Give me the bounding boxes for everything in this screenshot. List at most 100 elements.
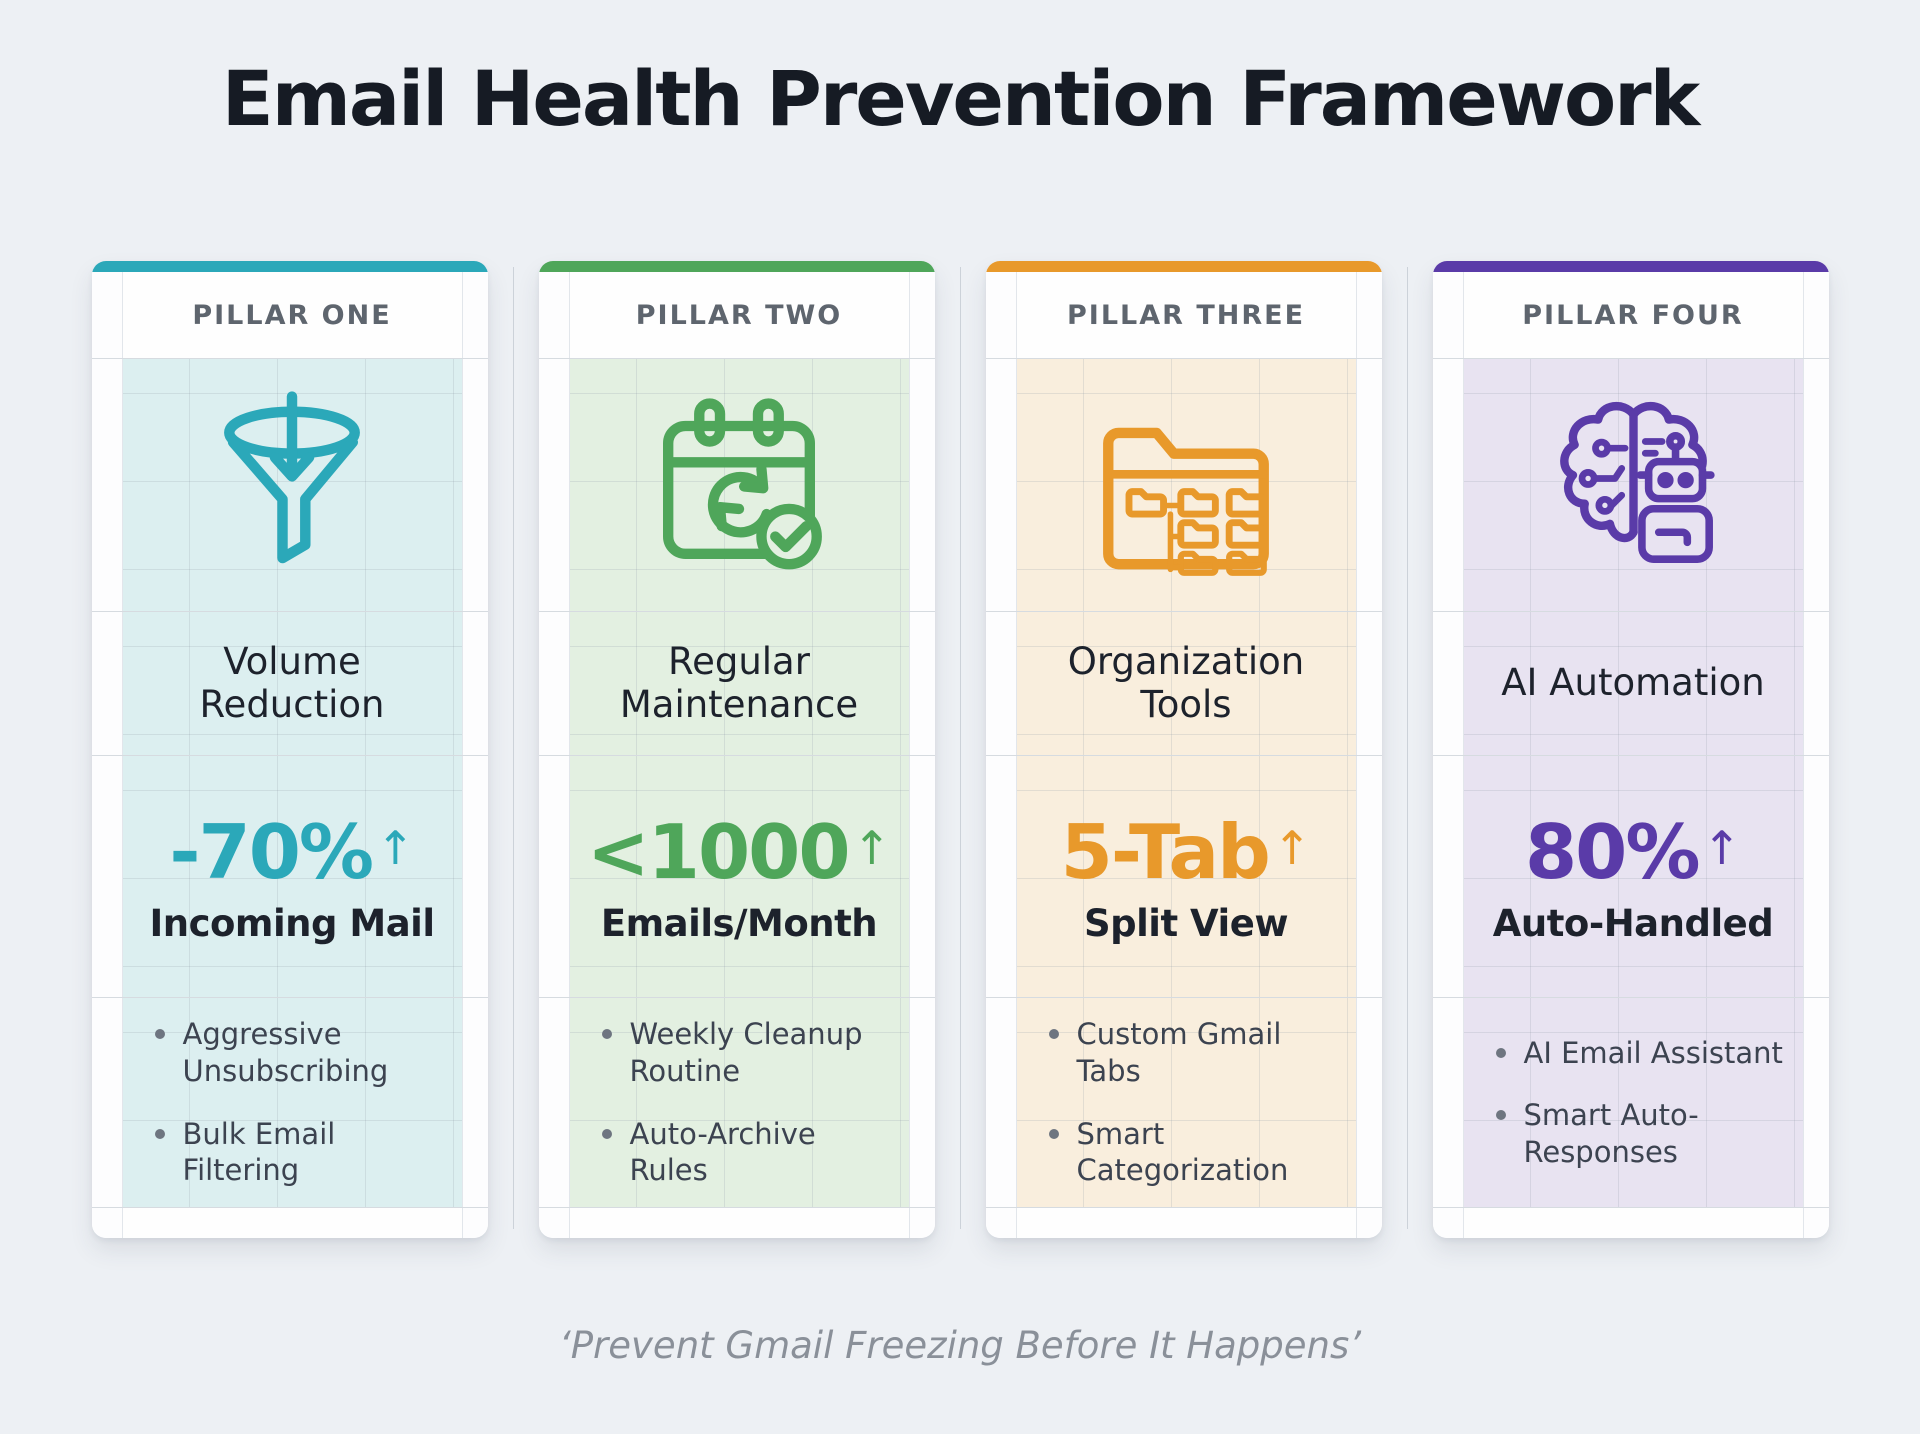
card-gutter [1432, 612, 1464, 755]
card-gutter [91, 756, 123, 997]
pillar-label: PILLAR THREE [1066, 299, 1306, 331]
card-gutter [1355, 756, 1382, 997]
card-gutter [1432, 756, 1464, 997]
card-title: Organization Tools [1067, 639, 1305, 726]
card-bullets-section: Aggressive Unsubscribing Bulk Email Filt… [91, 997, 488, 1207]
card-gutter [985, 612, 1017, 755]
pillar-label: PILLAR FOUR [1522, 299, 1744, 331]
card-gutter [908, 756, 935, 997]
pillar-label: PILLAR TWO [635, 299, 843, 331]
card-bullets-section: AI Email Assistant Smart Auto-Responses [1432, 997, 1829, 1207]
card-accent-bar [985, 261, 1382, 272]
card-gutter [985, 359, 1017, 611]
card-title-section: Regular Maintenance [538, 611, 935, 755]
up-arrow-icon: ↑ [1272, 821, 1312, 875]
card-gutter [538, 756, 570, 997]
folder-tree-icon [1091, 388, 1281, 582]
card-title-section: Volume Reduction [91, 611, 488, 755]
card-accent-bar [91, 261, 488, 272]
card-gutter [461, 756, 488, 997]
card-gutter [461, 998, 488, 1207]
card-gutter [908, 1208, 935, 1238]
card-gutter [1802, 359, 1829, 611]
bullet-item: Aggressive Unsubscribing [151, 1016, 452, 1089]
up-arrow-icon: ↑ [376, 821, 415, 875]
card-gutter [91, 272, 123, 358]
bullet-item: Smart Categorization [1045, 1116, 1346, 1189]
card-gutter [1802, 998, 1829, 1207]
stat-value: -70% [169, 808, 374, 896]
stat-value: <1000 [586, 808, 851, 896]
card-gutter [908, 272, 935, 358]
card-footer-strip [538, 1207, 935, 1238]
card-divider [959, 267, 961, 1229]
card-title: Volume Reduction [199, 639, 385, 726]
card-gutter [1355, 612, 1382, 755]
card-header: PILLAR THREE [985, 272, 1382, 358]
card-stat-section: <1000↑ Emails/Month [538, 755, 935, 997]
pillar-cards-row: PILLAR ONE Volume Reduction [0, 261, 1920, 1238]
card-gutter [1355, 1208, 1382, 1238]
card-gutter [1802, 612, 1829, 755]
funnel-icon [197, 383, 387, 587]
card-gutter [1432, 998, 1464, 1207]
card-title-section: AI Automation [1432, 611, 1829, 755]
card-stat-section: -70%↑ Incoming Mail [91, 755, 488, 997]
card-gutter [538, 1208, 570, 1238]
page-title: Email Health Prevention Framework [221, 54, 1700, 143]
card-footer-strip [1432, 1207, 1829, 1238]
card-gutter [91, 612, 123, 755]
card-divider [512, 267, 514, 1229]
stat-label: Auto-Handled [1492, 902, 1774, 945]
card-bullets-section: Custom Gmail Tabs Smart Categorization [985, 997, 1382, 1207]
card-header: PILLAR ONE [91, 272, 488, 358]
stat-label: Incoming Mail [149, 902, 435, 945]
card-stat-section: 80%↑ Auto-Handled [1432, 755, 1829, 997]
card-footer-strip [91, 1207, 488, 1238]
card-gutter [91, 998, 123, 1207]
card-gutter [908, 998, 935, 1207]
card-title-section: Organization Tools [985, 611, 1382, 755]
up-arrow-icon: ↑ [852, 821, 892, 875]
card-title: Regular Maintenance [619, 639, 859, 726]
card-gutter [985, 998, 1017, 1207]
card-stat-section: 5-Tab↑ Split View [985, 755, 1382, 997]
card-gutter [461, 1208, 488, 1238]
card-gutter [461, 612, 488, 755]
card-gutter [91, 359, 123, 611]
card-gutter [91, 1208, 123, 1238]
stat-label: Emails/Month [600, 902, 878, 945]
card-divider [1406, 267, 1408, 1229]
card-title: AI Automation [1501, 661, 1765, 705]
footer-quote: ‘Prevent Gmail Freezing Before It Happen… [558, 1324, 1361, 1367]
card-gutter [538, 272, 570, 358]
card-gutter [1802, 756, 1829, 997]
card-bullets-section: Weekly Cleanup Routine Auto-Archive Rule… [538, 997, 935, 1207]
bullet-item: Bulk Email Filtering [151, 1116, 452, 1189]
card-icon-section [985, 358, 1382, 611]
card-header: PILLAR TWO [538, 272, 935, 358]
card-gutter [461, 359, 488, 611]
pillar-card-three: PILLAR THREE [985, 261, 1382, 1238]
card-gutter [985, 1208, 1017, 1238]
card-gutter [538, 359, 570, 611]
card-accent-bar [1432, 261, 1829, 272]
card-accent-bar [538, 261, 935, 272]
brain-robot-icon [1541, 391, 1726, 580]
card-gutter [1802, 272, 1829, 358]
pillar-card-four: PILLAR FOUR [1432, 261, 1829, 1238]
bullet-item: Weekly Cleanup Routine [598, 1016, 899, 1089]
card-gutter [538, 998, 570, 1207]
up-arrow-icon: ↑ [1702, 821, 1742, 875]
pillar-label: PILLAR ONE [192, 299, 392, 331]
card-gutter [1432, 272, 1464, 358]
card-gutter [1432, 1208, 1464, 1238]
card-gutter [538, 612, 570, 755]
card-header: PILLAR FOUR [1432, 272, 1829, 358]
card-gutter [1355, 272, 1382, 358]
card-gutter [908, 359, 935, 611]
stat-value: 5-Tab [1060, 808, 1271, 896]
card-gutter [1802, 1208, 1829, 1238]
card-icon-section [91, 358, 488, 611]
card-gutter [985, 272, 1017, 358]
